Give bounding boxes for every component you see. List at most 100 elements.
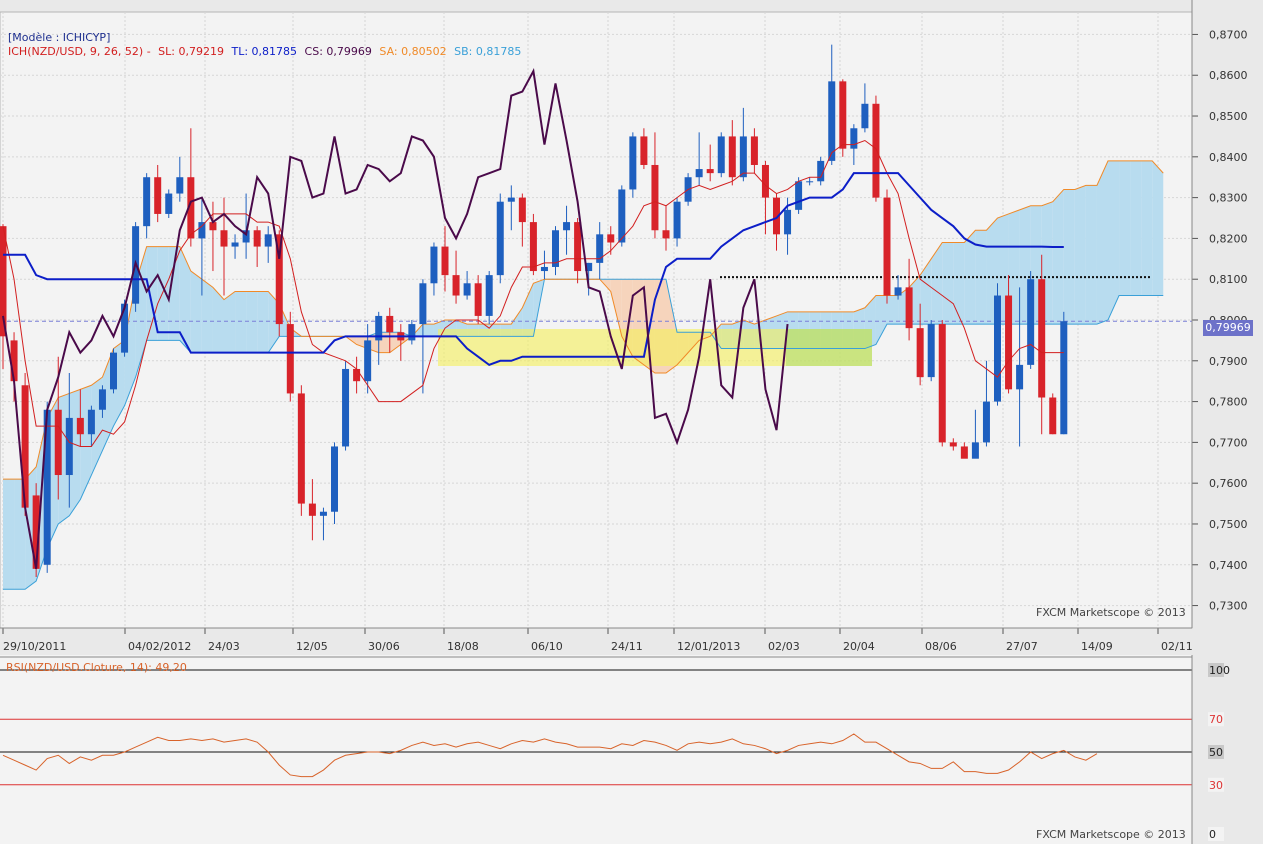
candle-body bbox=[220, 230, 228, 247]
candle-body bbox=[773, 197, 780, 235]
candle bbox=[673, 197, 681, 247]
cloud-segment bbox=[168, 246, 180, 341]
candle-body bbox=[198, 222, 206, 239]
candle-body bbox=[662, 230, 670, 239]
candle bbox=[297, 385, 305, 516]
candle bbox=[353, 356, 361, 394]
candle-body bbox=[408, 324, 416, 341]
candle bbox=[662, 205, 670, 251]
green-zone bbox=[786, 329, 872, 366]
candle bbox=[938, 320, 946, 447]
candle-body bbox=[375, 315, 383, 341]
rsi-chart[interactable]: 100 70 50 30 0 bbox=[0, 655, 1263, 844]
candle-body bbox=[231, 242, 239, 247]
candle bbox=[474, 275, 482, 325]
x-tick-label: 02/03 bbox=[768, 640, 800, 653]
legend-sl: SL: 0,79219 bbox=[158, 45, 224, 58]
x-tick-label: 08/06 bbox=[925, 640, 957, 653]
candle-body bbox=[784, 209, 792, 235]
cloud-segment bbox=[1052, 189, 1064, 325]
rsi-tick-label: 50 bbox=[1209, 746, 1223, 759]
candle bbox=[253, 226, 261, 267]
y-tick-label: 0,7700 bbox=[1209, 436, 1248, 449]
candle bbox=[971, 409, 979, 459]
candle-body bbox=[761, 164, 769, 198]
candle bbox=[1016, 287, 1024, 447]
cloud-segment bbox=[887, 295, 899, 325]
candle-body bbox=[430, 246, 438, 284]
candle bbox=[386, 307, 394, 353]
candle bbox=[176, 156, 184, 202]
rsi-tick-label: 0 bbox=[1209, 828, 1216, 841]
candle-body bbox=[695, 169, 703, 178]
candle-body bbox=[353, 368, 361, 382]
candle bbox=[695, 132, 703, 186]
candle bbox=[0, 224, 7, 369]
cloud-segment bbox=[1130, 160, 1142, 296]
cloud-segment bbox=[1119, 160, 1131, 296]
candle-body bbox=[518, 197, 526, 223]
cloud-segment bbox=[953, 242, 965, 325]
candle-body bbox=[916, 328, 924, 378]
candle-body bbox=[264, 234, 272, 247]
candle bbox=[331, 442, 338, 524]
candle-body bbox=[563, 222, 571, 231]
x-tick-label: 20/04 bbox=[843, 640, 875, 653]
candle bbox=[275, 230, 283, 337]
candle-body bbox=[275, 234, 283, 325]
rsi-tick-label: 70 bbox=[1209, 713, 1223, 726]
candle bbox=[319, 507, 327, 541]
candle-body bbox=[474, 283, 482, 316]
x-tick-label: 27/07 bbox=[1006, 640, 1038, 653]
candle-body bbox=[242, 230, 250, 243]
candle-body bbox=[1027, 279, 1035, 365]
candle bbox=[728, 120, 736, 186]
candle-body bbox=[927, 324, 935, 378]
candle bbox=[110, 348, 117, 394]
candle bbox=[54, 356, 62, 500]
candle bbox=[1027, 271, 1035, 369]
candle-body bbox=[1049, 397, 1057, 435]
candle bbox=[916, 303, 924, 386]
candle-body bbox=[585, 262, 593, 272]
candle bbox=[994, 283, 1001, 406]
candle bbox=[960, 442, 968, 459]
watermark-price: FXCM Marketscope © 2013 bbox=[1036, 606, 1186, 619]
legend-sa: SA: 0,80502 bbox=[379, 45, 447, 58]
candle-body bbox=[32, 495, 40, 569]
candle-body bbox=[331, 446, 338, 512]
candle-body bbox=[971, 442, 979, 459]
candle-body bbox=[905, 287, 913, 329]
candle-body bbox=[806, 181, 814, 183]
candle bbox=[839, 79, 847, 157]
legend-tl: TL: 0,81785 bbox=[231, 45, 298, 58]
candle-body bbox=[154, 177, 162, 214]
candle-body bbox=[441, 246, 449, 276]
candle-body bbox=[629, 136, 637, 190]
cloud-segment bbox=[257, 291, 269, 353]
candle-body bbox=[209, 222, 217, 231]
rsi-tick-label: 30 bbox=[1209, 779, 1223, 792]
candle-body bbox=[76, 417, 84, 435]
candle-body bbox=[65, 417, 73, 476]
price-chart[interactable]: 0,7300 0,7400 0,7500 0,7600 0,7700 0,7800 0,79… bbox=[0, 0, 1263, 655]
candle-body bbox=[529, 222, 537, 272]
rsi-tick-bg bbox=[1208, 745, 1224, 759]
candle-body bbox=[419, 283, 427, 325]
x-tick-label: 14/09 bbox=[1081, 640, 1113, 653]
candle-body bbox=[1016, 364, 1024, 390]
rsi-tick-label: 100 bbox=[1209, 664, 1230, 677]
cloud-segment bbox=[157, 246, 169, 341]
y-tick-label: 0,7900 bbox=[1209, 355, 1248, 368]
x-tick-label: 12/01/2013 bbox=[677, 640, 740, 653]
candle bbox=[1049, 393, 1057, 435]
candle-body bbox=[319, 511, 327, 516]
rsi-tick-bg bbox=[1208, 663, 1224, 677]
candle-body bbox=[872, 103, 880, 198]
current-price-badge: 0,79969 bbox=[1203, 320, 1253, 336]
candle bbox=[806, 177, 814, 186]
x-tick-label: 12/05 bbox=[296, 640, 328, 653]
candle bbox=[65, 373, 73, 508]
candle bbox=[739, 107, 747, 182]
candle-body bbox=[121, 303, 129, 353]
